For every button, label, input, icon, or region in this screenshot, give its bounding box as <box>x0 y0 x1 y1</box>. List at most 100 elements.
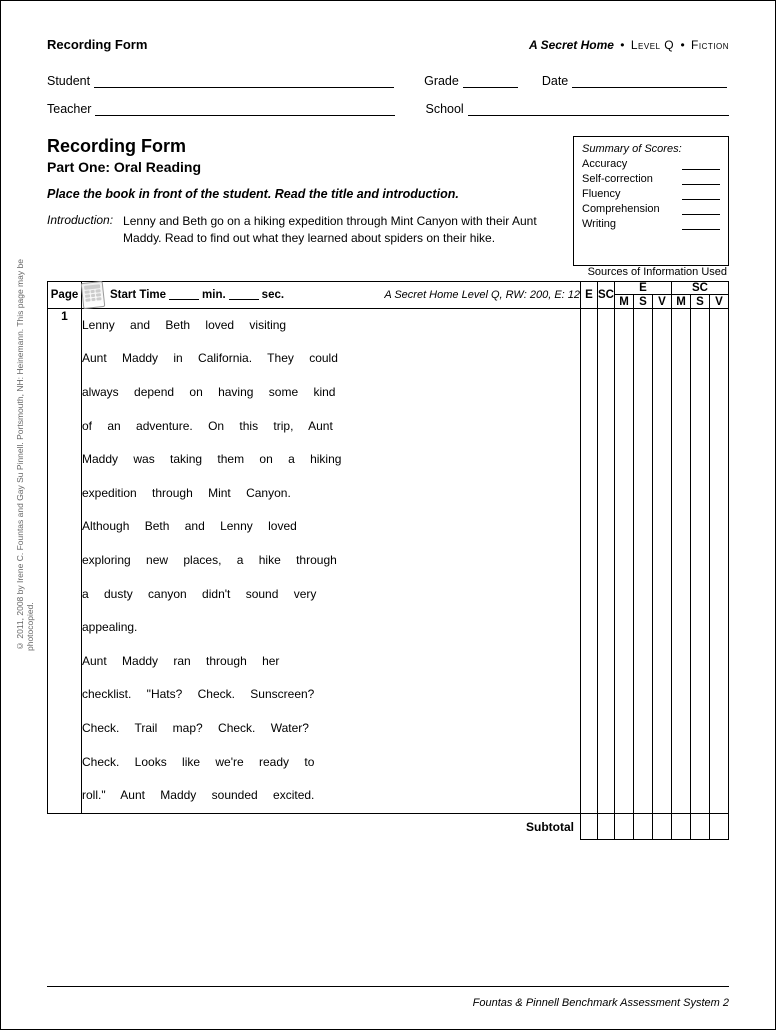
teacher-input[interactable] <box>95 102 395 116</box>
sc-tally-cell[interactable] <box>598 308 615 813</box>
e-s-cell[interactable] <box>634 308 653 813</box>
reading-line: always depend on having some kind <box>82 376 580 410</box>
score-label: Fluency <box>582 188 621 200</box>
score-input[interactable] <box>682 220 720 230</box>
scores-title: Summary of Scores: <box>582 143 720 155</box>
page-column-header: Page <box>48 281 82 308</box>
page-header: Recording Form A Secret Home • Level Q •… <box>47 37 729 52</box>
reading-line: a dusty canyon didn't sound very <box>82 578 580 612</box>
student-info-fields: Student Grade Date Teacher School <box>47 74 729 116</box>
reading-line: expedition through Mint Canyon. <box>82 477 580 511</box>
subtotal-e-s[interactable] <box>634 813 653 840</box>
reading-record-table: Page Start Time min. sec. <box>47 281 729 840</box>
reading-line: Aunt Maddy in California. They could <box>82 342 580 376</box>
level-label: Level Q <box>631 38 674 52</box>
reading-text-cell: Lenny and Beth loved visitingAunt Maddy … <box>82 308 581 813</box>
e-group-header: E <box>615 281 672 295</box>
reading-line: Check. Looks like we're ready to <box>82 746 580 780</box>
score-input[interactable] <box>682 160 720 170</box>
header-right: A Secret Home • Level Q • Fiction <box>529 38 729 52</box>
m-header: M <box>615 295 634 309</box>
grade-input[interactable] <box>463 74 518 88</box>
subtotal-sc-v[interactable] <box>710 813 729 840</box>
s-header: S <box>634 295 653 309</box>
footer-divider <box>47 986 729 987</box>
reading-line: exploring new places, a hike through <box>82 544 580 578</box>
section-subtitle: Part One: Oral Reading <box>47 159 559 175</box>
teacher-label: Teacher <box>47 102 91 116</box>
subtotal-e[interactable] <box>581 813 598 840</box>
start-time-label: Start Time <box>110 289 166 301</box>
sc-s-cell[interactable] <box>691 308 710 813</box>
subtotal-sc-m[interactable] <box>672 813 691 840</box>
subtotal-e-m[interactable] <box>615 813 634 840</box>
score-line: Accuracy <box>582 158 720 170</box>
footer-text: Fountas & Pinnell Benchmark Assessment S… <box>473 997 729 1009</box>
school-label: School <box>425 102 463 116</box>
sec-label: sec. <box>262 289 284 301</box>
grade-label: Grade <box>424 74 459 88</box>
v-header: V <box>710 295 729 309</box>
book-info: A Secret Home Level Q, RW: 200, E: 12 <box>384 289 580 301</box>
student-label: Student <box>47 74 90 88</box>
e-m-cell[interactable] <box>615 308 634 813</box>
v-header: V <box>653 295 672 309</box>
score-label: Accuracy <box>582 158 627 170</box>
subtotal-label: Subtotal <box>48 813 581 840</box>
sc-m-cell[interactable] <box>672 308 691 813</box>
book-info-title: A Secret Home <box>384 289 458 301</box>
score-line: Fluency <box>582 188 720 200</box>
separator: • <box>681 38 685 52</box>
score-label: Self-correction <box>582 173 653 185</box>
start-time-header-cell: Start Time min. sec. A Secret Home Level… <box>82 281 581 308</box>
instruction-text: Place the book in front of the student. … <box>47 187 559 201</box>
score-input[interactable] <box>682 175 720 185</box>
reading-line: Lenny and Beth loved visiting <box>82 309 580 343</box>
book-info-rest: Level Q, RW: 200, E: 12 <box>459 289 580 301</box>
section-title: Recording Form <box>47 136 559 157</box>
sc-v-cell[interactable] <box>710 308 729 813</box>
score-label: Comprehension <box>582 203 660 215</box>
s-header: S <box>691 295 710 309</box>
e-tally-cell[interactable] <box>581 308 598 813</box>
page-number: 1 <box>48 308 82 813</box>
reading-line: roll." Aunt Maddy sounded excited. <box>82 779 580 813</box>
genre-label: Fiction <box>691 38 729 52</box>
sc-group-header: SC <box>672 281 729 295</box>
intro-text: Lenny and Beth go on a hiking expedition… <box>123 213 559 248</box>
score-line: Writing <box>582 218 720 230</box>
score-input[interactable] <box>682 190 720 200</box>
book-title: A Secret Home <box>529 38 614 52</box>
min-label: min. <box>202 289 226 301</box>
sc-column-header: SC <box>598 281 615 308</box>
reading-line: checklist. "Hats? Check. Sunscreen? <box>82 678 580 712</box>
score-label: Writing <box>582 218 616 230</box>
student-input[interactable] <box>94 74 394 88</box>
reading-line: Maddy was taking them on a hiking <box>82 443 580 477</box>
date-label: Date <box>542 74 568 88</box>
score-line: Self-correction <box>582 173 720 185</box>
subtotal-sc-s[interactable] <box>691 813 710 840</box>
reading-line: appealing. <box>82 611 580 645</box>
separator: • <box>620 38 624 52</box>
calculator-icon <box>81 281 106 309</box>
subtotal-sc[interactable] <box>598 813 615 840</box>
e-column-header: E <box>581 281 598 308</box>
header-left-title: Recording Form <box>47 37 147 52</box>
score-line: Comprehension <box>582 203 720 215</box>
score-input[interactable] <box>682 205 720 215</box>
intro-label: Introduction: <box>47 213 113 248</box>
sec-input[interactable] <box>229 289 259 300</box>
min-input[interactable] <box>169 289 199 300</box>
date-input[interactable] <box>572 74 727 88</box>
subtotal-e-v[interactable] <box>653 813 672 840</box>
school-input[interactable] <box>468 102 729 116</box>
reading-line: Aunt Maddy ran through her <box>82 645 580 679</box>
e-v-cell[interactable] <box>653 308 672 813</box>
reading-line: of an adventure. On this trip, Aunt <box>82 410 580 444</box>
reading-line: Check. Trail map? Check. Water? <box>82 712 580 746</box>
copyright-text: © 2011, 2008 by Irene C. Fountas and Gay… <box>15 231 35 651</box>
m-header: M <box>672 295 691 309</box>
sources-label: Sources of Information Used <box>47 266 729 278</box>
scores-summary-box: Summary of Scores: Accuracy Self-correcti… <box>573 136 729 266</box>
